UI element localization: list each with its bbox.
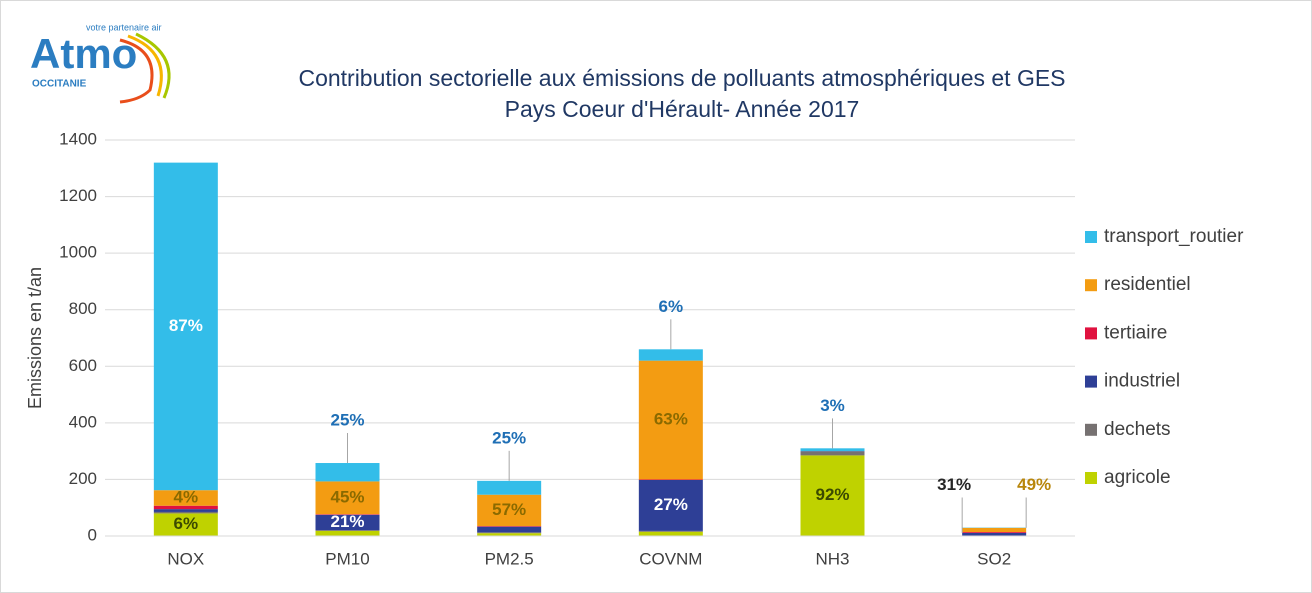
legend-label: residentiel (1104, 274, 1191, 295)
x-tick-label: NH3 (815, 549, 849, 568)
y-tick-label: 0 (88, 525, 97, 544)
bar-segment (638, 479, 703, 480)
bar-segment (962, 527, 1027, 533)
bar-segment (153, 505, 218, 510)
value-label: 31% (937, 475, 971, 494)
value-label: 21% (330, 512, 364, 531)
legend-label: tertiaire (1104, 322, 1167, 343)
legend-swatch (1085, 472, 1097, 484)
bar-segment (477, 480, 542, 495)
bar-segment (638, 531, 703, 536)
bar-segment (315, 514, 380, 515)
x-tick-label: COVNM (639, 549, 702, 568)
value-label: 49% (1017, 475, 1051, 494)
chart-subtitle: Pays Coeur d'Hérault- Année 2017 (505, 96, 860, 122)
value-label: 6% (174, 514, 199, 533)
logo: Atmo votre partenaire air OCCITANIE (30, 22, 171, 104)
x-tick-label: NOX (167, 549, 204, 568)
x-tick-label: SO2 (977, 549, 1011, 568)
bar-segment (638, 349, 703, 361)
bar-segment (638, 479, 703, 531)
bar-segment (315, 514, 380, 531)
bar-segment (962, 532, 1027, 536)
bar-segment (800, 455, 865, 536)
logo-name: Atmo (30, 30, 137, 77)
bar-segment (638, 360, 703, 480)
logo-tagline: votre partenaire air (86, 22, 162, 32)
legend-label: transport_routier (1104, 226, 1244, 247)
bar-segment (477, 526, 542, 533)
y-tick-label: 1200 (59, 186, 97, 205)
bar-segment (153, 509, 218, 512)
legend-label: agricole (1104, 467, 1171, 488)
bar-segment (315, 481, 380, 515)
value-label: 25% (330, 411, 364, 430)
bar-segment (638, 530, 703, 532)
legend-swatch (1085, 231, 1097, 243)
value-label: 87% (169, 316, 203, 335)
legend-swatch (1085, 375, 1097, 388)
value-label: 3% (820, 396, 845, 415)
y-axis-label: Emissions en t/an (25, 267, 45, 409)
y-tick-label: 400 (69, 412, 97, 431)
bar-segment (477, 526, 542, 527)
y-tick-label: 800 (69, 299, 97, 318)
bar-segment (153, 511, 218, 514)
value-label: 6% (659, 297, 684, 316)
value-label: 4% (174, 487, 199, 506)
bar-segment (800, 451, 865, 452)
value-label: 63% (654, 410, 688, 429)
bar-segment (800, 451, 865, 456)
bar-segment (800, 448, 865, 452)
legend-swatch (1085, 327, 1097, 340)
bar-segment (962, 532, 1027, 533)
y-tick-label: 1400 (59, 129, 97, 148)
value-label: 92% (815, 485, 849, 504)
logo-region: OCCITANIE (32, 79, 87, 90)
bar-segment (477, 494, 542, 527)
value-label: 57% (492, 500, 526, 519)
bar-segment (153, 490, 218, 506)
y-tick-label: 1000 (59, 243, 97, 262)
chart-title: Contribution sectorielle aux émissions d… (298, 65, 1065, 91)
bar-segment (315, 463, 380, 482)
legend-label: industriel (1104, 371, 1180, 392)
value-label: 27% (654, 495, 688, 514)
legend-label: dechets (1104, 419, 1171, 440)
bar-segment (153, 162, 218, 491)
bar-segment (477, 532, 542, 534)
legend-swatch (1085, 279, 1097, 292)
bar-segment (315, 530, 380, 536)
bar-segment (477, 533, 542, 536)
value-label: 45% (330, 487, 364, 506)
bar-segment (315, 530, 380, 531)
bar-segment (153, 513, 218, 536)
x-tick-label: PM2.5 (485, 549, 534, 568)
y-tick-label: 200 (69, 469, 97, 488)
x-tick-label: PM10 (325, 549, 369, 568)
value-label: 25% (492, 428, 526, 447)
y-tick-label: 600 (69, 356, 97, 375)
legend-swatch (1085, 423, 1097, 436)
